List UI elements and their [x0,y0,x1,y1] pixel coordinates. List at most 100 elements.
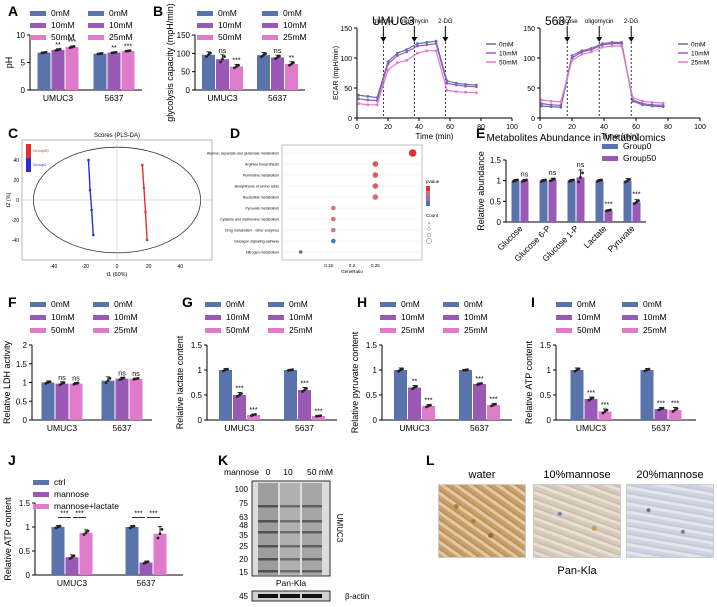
y-axis-label: pH [4,57,14,69]
significance-label: *** [124,43,132,50]
y-tick-label: 0 [531,116,535,123]
legend-label: 10mM [218,20,242,30]
data-point [205,55,208,58]
bar [570,370,584,420]
series-line [541,45,664,104]
score-point [145,238,149,242]
legend-swatch [88,23,104,28]
legend-swatch [197,11,213,16]
bar [473,384,486,420]
significance-label: *** [314,409,322,416]
x-tick-label: UMUC3 [207,93,237,103]
legend-swatch [262,23,278,28]
score-point [91,233,95,237]
data-point [516,178,519,182]
legend-label: 0mM [114,299,133,309]
y-axis-label: Relative abundance [476,151,486,231]
legend-swatch [556,315,572,320]
data-point [106,379,110,383]
data-point [600,178,603,182]
bar [668,410,682,420]
legend-label: ctrl [54,477,65,487]
series-point [405,59,408,62]
x-tick-label: 20 [384,124,392,131]
bar [654,409,668,420]
legend-swatch [602,156,618,161]
series-point [386,62,390,66]
series-point [580,49,583,53]
group-line [141,164,148,241]
y-tick-label: 1.5 [16,360,28,369]
blot-band [302,558,322,561]
legend-swatch [268,315,284,320]
score-point [142,186,146,190]
bar [576,177,585,222]
y-tick-label: 1.5 [366,341,378,350]
legend-swatch [556,328,572,333]
blot-band [302,520,322,523]
data-point [579,175,582,179]
data-point [68,557,72,561]
panel-letter-E: E [476,125,485,141]
y-tick-label: 0 [26,571,31,580]
series-line [541,42,664,108]
series-point [661,101,665,105]
data-point [76,381,80,385]
legend-label: 25mM [643,325,667,335]
significance-label: *** [475,376,483,383]
legend-swatch [262,11,278,16]
significance-label: ns [577,162,585,169]
data-point [278,54,281,58]
pathway-dot [298,250,303,254]
data-point [62,381,66,384]
significance-label: *** [249,407,257,414]
significance-label: *** [424,398,432,405]
y-axis-label: Relative ATP content [3,497,13,581]
bar [121,50,135,90]
significance-label: *** [489,397,497,404]
legend-swatch [622,315,638,320]
pathway-dot [372,194,379,200]
series-point [425,41,429,44]
injection-arrowhead [442,37,449,42]
series-point [641,99,644,103]
blot-band [280,545,300,548]
legend-swatch [205,315,221,320]
x-tick-label: UMUC3 [43,93,73,103]
pathway-label: Pyruvate metabolism [245,207,279,211]
significance-label: ns [118,370,126,377]
chart-C: -40 -20 0 20 40 -40 -20 0 20 40 Scores (PLS-DA) t1 … [6,133,213,278]
data-point [637,199,640,203]
ihc-image-20-mannose [626,484,714,558]
blot-band [258,531,278,534]
legend-label: 10mM [51,20,75,30]
series-point [650,101,654,104]
pathway-dot [372,161,379,167]
injection-label: oligomycin [400,19,428,25]
series-point [434,49,438,53]
data-point [572,178,575,182]
data-point [609,208,612,212]
blot-marker: 20 [239,555,248,564]
data-point [553,177,556,181]
legend-label: Group50 [33,148,49,153]
size-legend-dot [426,238,432,244]
series-point [580,53,583,56]
significance-label: ns [72,376,80,383]
blot-band [258,520,278,523]
blot-marker: 15 [239,568,248,577]
significance-label: ** [289,55,295,62]
legend-label: 25mM [401,325,425,335]
legend-label: 0mM [577,299,596,309]
y-tick-label: 0 [23,416,28,425]
series-point [464,84,467,88]
x-tick-label: 5637 [652,423,671,433]
y-tick-label: 50 [527,86,535,93]
significance-label: *** [657,401,665,408]
ihc-images: water 10%mannose 20%mannose Pan-Kla [468,469,704,577]
ihc-label: 20%mannose [636,469,703,481]
x-tick-label: 20 [568,124,576,131]
data-point [415,384,418,388]
ihc-image-10-mannose [533,484,621,558]
